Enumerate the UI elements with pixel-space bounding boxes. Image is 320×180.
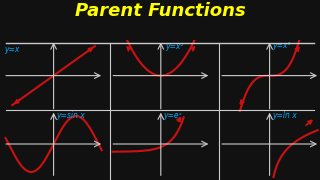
- Text: y=sin x: y=sin x: [56, 111, 85, 120]
- Text: y=ln x: y=ln x: [272, 111, 297, 120]
- Text: y=x³: y=x³: [272, 41, 290, 50]
- Text: y=x: y=x: [4, 44, 20, 53]
- Text: y=eˣ: y=eˣ: [163, 111, 182, 120]
- Text: Parent Functions: Parent Functions: [75, 2, 245, 20]
- Text: y=x²: y=x²: [165, 42, 184, 51]
